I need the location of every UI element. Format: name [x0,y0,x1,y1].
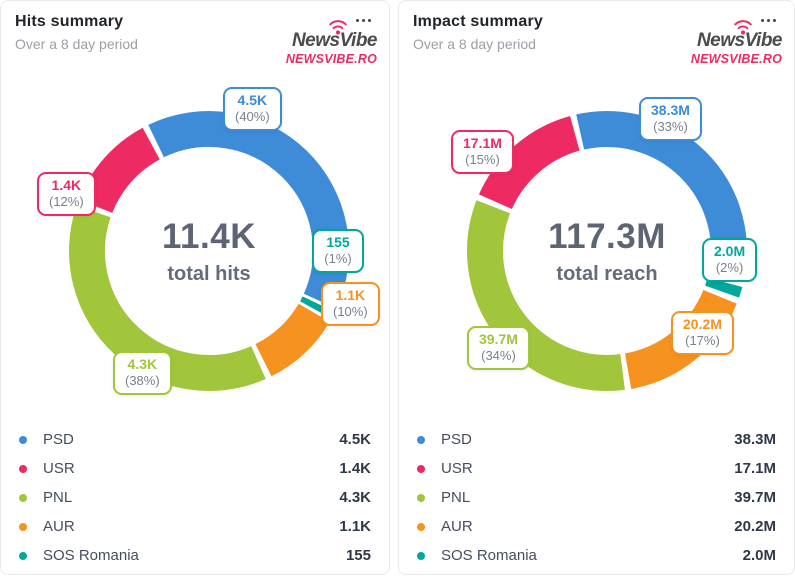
legend-row-sos-romania[interactable]: SOS Romania 155 [19,541,371,570]
donut-segment-pnl[interactable] [69,205,266,391]
logo-wordmark: NewsVibe [291,30,378,51]
segment-percent: (15%) [465,152,500,167]
legend-label: SOS Romania [441,547,537,564]
signal-waves-icon [734,20,752,35]
legend-row-usr[interactable]: USR 1.4K [19,454,371,483]
legend-row-sos-romania[interactable]: SOS Romania 2.0M [417,541,776,570]
legend-value: 4.3K [339,489,371,506]
legend-row-aur[interactable]: AUR 1.1K [19,512,371,541]
legend-row-aur[interactable]: AUR 20.2M [417,512,776,541]
donut-segment-aur[interactable] [254,303,330,377]
segment-label-aur: 1.1K (10%) [321,282,380,326]
card-title: Hits summary [15,13,124,30]
segment-percent: (38%) [125,373,160,388]
legend-row-psd[interactable]: PSD 38.3M [417,425,776,454]
segment-label-usr: 1.4K (12%) [37,172,96,216]
legend-label: USR [43,460,75,477]
legend-dot [417,493,425,502]
legend-dot [19,435,27,444]
legend-dot [417,551,425,560]
card-subtitle: Over a 8 day period [413,36,536,52]
legend-dot [417,522,425,531]
legend-dot [19,522,27,531]
donut-segment-usr[interactable] [478,115,581,210]
segment-percent: (17%) [685,333,720,348]
legend-row-usr[interactable]: USR 17.1M [417,454,776,483]
card-title: Impact summary [413,13,543,30]
logo-domain: NEWSVIBE.RO [690,52,782,66]
legend-value: 2.0M [742,547,776,564]
segment-label-psd: 38.3M (33%) [639,97,702,141]
segment-percent: (12%) [49,194,84,209]
segment-label-psd: 4.5K (40%) [223,87,282,131]
hits-summary-card: Hits summary Over a 8 day period NewsVib… [0,0,390,575]
legend-dot [417,435,425,444]
legend-label: AUR [43,518,75,535]
impact-card-header: Impact summary Over a 8 day period NewsV… [413,13,783,66]
segment-percent: (40%) [235,109,270,124]
segment-label-sos-romania: 2.0M (2%) [702,238,758,282]
legend-label: SOS Romania [43,547,139,564]
legend-dot [19,464,27,473]
legend-row-psd[interactable]: PSD 4.5K [19,425,371,454]
legend-label: AUR [441,518,473,535]
donut-segment-psd[interactable] [148,111,349,309]
legend-dot [417,464,425,473]
segment-value: 38.3M [651,102,690,118]
hits-card-header: Hits summary Over a 8 day period NewsVib… [15,13,378,66]
impact-summary-card: Impact summary Over a 8 day period NewsV… [398,0,795,575]
segment-label-sos-romania: 155 (1%) [312,229,364,273]
segment-percent: (1%) [324,251,352,266]
legend-dot [19,493,27,502]
segment-value: 155 [326,234,350,250]
segment-value: 1.4K [51,177,82,193]
donut-segment-sos-romania[interactable] [705,277,743,298]
legend-label: PSD [43,431,74,448]
legend-value: 4.5K [339,431,371,448]
legend-label: PNL [43,489,73,506]
logo-domain: NEWSVIBE.RO [285,52,377,66]
segment-value: 1.1K [335,287,366,303]
donut-segment-usr[interactable] [78,127,161,214]
newsvibe-logo[interactable]: NewsVibe NEWSVIBE.RO [690,20,783,66]
legend-label: USR [441,460,473,477]
hits-legend: PSD 4.5K USR 1.4K PNL 4.3K AUR 1.1K SOS … [19,425,371,570]
impact-legend: PSD 38.3M USR 17.1M PNL 39.7M AUR 20.2M … [417,425,776,570]
signal-waves-icon [329,20,347,35]
legend-row-pnl[interactable]: PNL 39.7M [417,483,776,512]
segment-value: 2.0M [714,243,746,259]
segment-label-aur: 20.2M (17%) [671,311,734,355]
card-subtitle: Over a 8 day period [15,36,138,52]
legend-value: 38.3M [734,431,776,448]
donut-segment-sos-romania[interactable] [300,296,335,319]
segment-value: 20.2M [683,316,722,332]
more-options-icon[interactable] [352,15,375,26]
legend-value: 155 [345,547,371,564]
legend-value: 20.2M [734,518,776,535]
segment-label-usr: 17.1M (15%) [451,130,514,174]
legend-label: PNL [441,489,471,506]
segment-value: 39.7M [479,331,518,347]
segment-percent: (33%) [653,119,688,134]
legend-value: 39.7M [734,489,776,506]
segment-label-pnl: 39.7M (34%) [467,326,530,370]
logo-wordmark: NewsVibe [696,30,783,51]
newsvibe-logo[interactable]: NewsVibe NEWSVIBE.RO [285,20,378,66]
segment-percent: (10%) [333,304,368,319]
legend-dot [19,551,27,560]
segment-value: 17.1M [463,135,502,151]
more-options-icon[interactable] [757,15,780,26]
segment-percent: (2%) [715,260,744,275]
legend-value: 17.1M [734,460,776,477]
legend-label: PSD [441,431,472,448]
segment-label-pnl: 4.3K (38%) [113,351,172,395]
segment-value: 4.5K [237,92,268,108]
legend-value: 1.4K [339,460,371,477]
segment-percent: (34%) [481,348,516,363]
legend-row-pnl[interactable]: PNL 4.3K [19,483,371,512]
legend-value: 1.1K [339,518,371,535]
segment-value: 4.3K [127,356,158,372]
